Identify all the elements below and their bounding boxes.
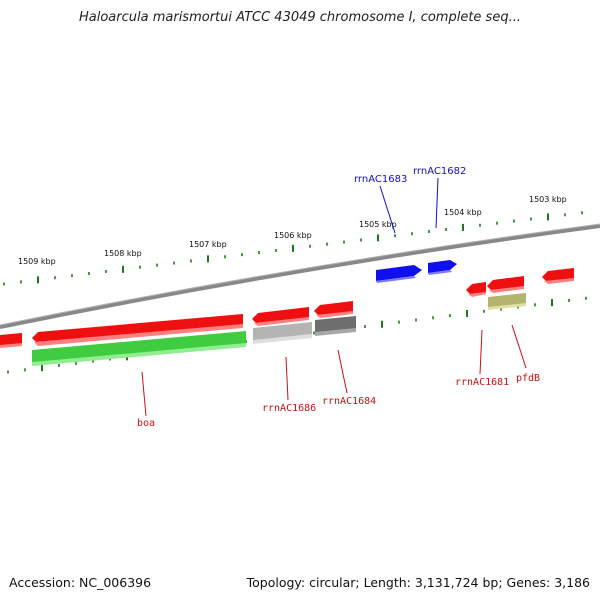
gene-rrnAC1681[interactable] — [466, 282, 486, 296]
leader-rrnAC1686 — [285, 356, 289, 401]
map-title: Haloarcula marismortui ATCC 43049 chromo… — [79, 10, 521, 25]
scale-label-1509: 1509 kbp — [18, 257, 56, 266]
gene-label-rrnAC1684[interactable]: rrnAC1684 — [322, 396, 376, 407]
scale-label-1506: 1506 kbp — [274, 231, 312, 240]
leader-rrnAC1682 — [435, 177, 439, 229]
scale-label-1508: 1508 kbp — [104, 249, 142, 258]
scale-label-1505: 1505 kbp — [359, 220, 397, 229]
gene-label-pfdB[interactable]: pfdB — [516, 373, 540, 384]
gene-label-rrnAC1683[interactable]: rrnAC1683 — [354, 174, 407, 185]
gene-rrnAC1682[interactable] — [428, 260, 457, 273]
leader-rrnAC1683 — [379, 185, 396, 234]
gene-label-boa[interactable]: boa — [137, 418, 155, 429]
accession-text: Accession: NC_006396 — [9, 575, 152, 590]
chromosome-backbone — [0, 224, 600, 329]
leader-boa — [141, 371, 147, 417]
scale-label-1503: 1503 kbp — [529, 195, 567, 204]
upper-scale-ruler — [3, 211, 583, 286]
leader-rrnAC1684 — [337, 349, 348, 394]
genome-summary-text: Topology: circular; Length: 3,131,724 bp… — [246, 575, 590, 590]
leader-rrnAC1681 — [479, 329, 483, 375]
scale-label-1504: 1504 kbp — [444, 208, 482, 217]
gene-label-rrnAC1686[interactable]: rrnAC1686 — [262, 403, 316, 414]
gene-rrnAC1683[interactable] — [376, 265, 422, 281]
scale-label-1507: 1507 kbp — [189, 240, 227, 249]
gene-boa[interactable] — [32, 331, 246, 364]
gene-label-rrnAC1682[interactable]: rrnAC1682 — [413, 166, 466, 177]
leader-pfdB — [511, 324, 527, 369]
gene-boa-red[interactable] — [32, 314, 243, 344]
gene-label-rrnAC1681[interactable]: rrnAC1681 — [455, 377, 509, 388]
